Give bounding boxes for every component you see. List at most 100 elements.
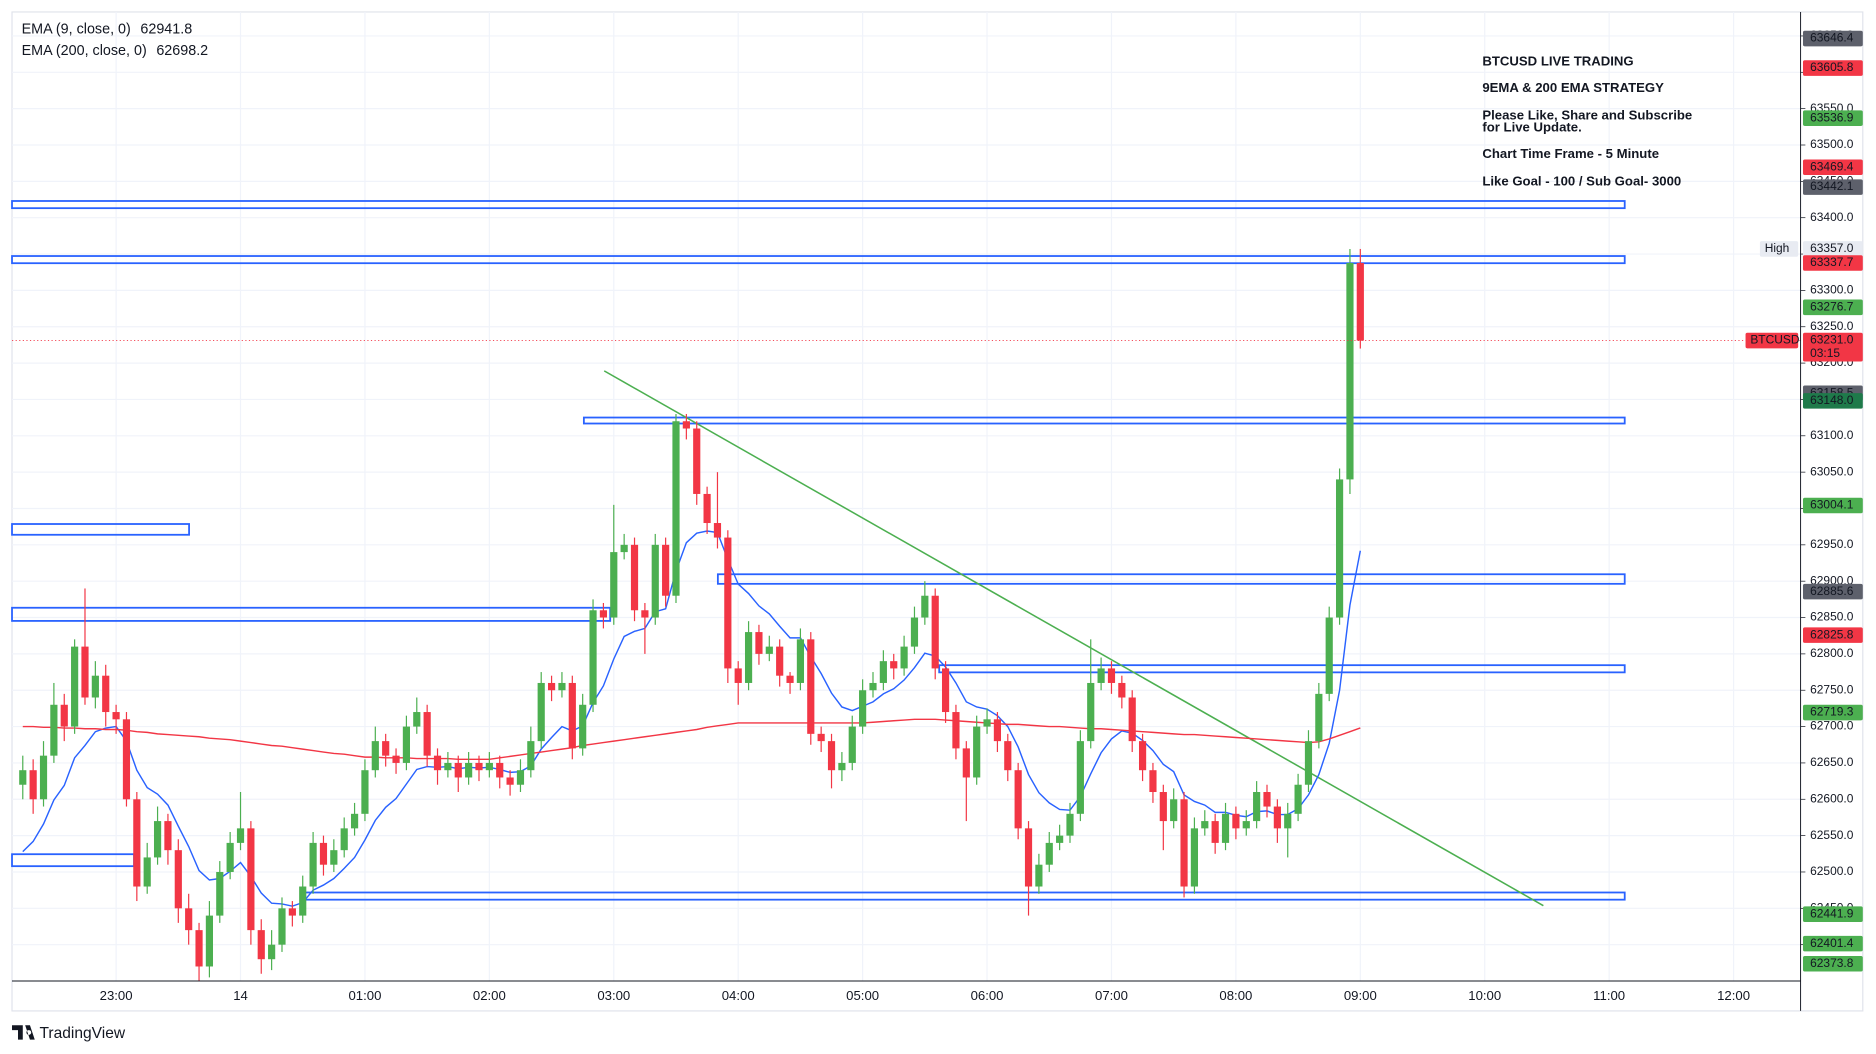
- price-tag-label: 62825.8: [1810, 627, 1854, 641]
- candle-body: [1138, 741, 1147, 771]
- price-tag-label: 63337.7: [1810, 255, 1854, 269]
- x-tick-label: 11:00: [1593, 988, 1625, 1003]
- price-tag: [1802, 299, 1863, 316]
- candle-body: [786, 675, 794, 683]
- candle-body: [776, 646, 784, 676]
- candle-body: [1159, 792, 1167, 822]
- candle-body: [91, 675, 99, 698]
- candle-body: [340, 828, 348, 851]
- zone: [11, 255, 1626, 265]
- candle-body: [527, 741, 535, 771]
- candle-body: [60, 704, 68, 727]
- candle-body: [1180, 799, 1188, 887]
- plot: [12, 248, 1801, 982]
- price-tag: [1802, 110, 1863, 126]
- candle-body: [1087, 682, 1095, 742]
- price-tag-label: 63357.0: [1810, 241, 1854, 255]
- candle-body: [1284, 813, 1292, 829]
- candle-body: [682, 421, 690, 429]
- candle-body: [122, 719, 131, 800]
- candle-body: [1242, 821, 1250, 829]
- candle-body: [1004, 741, 1012, 771]
- trend-line: [603, 370, 1544, 907]
- price-tag: [1802, 60, 1863, 76]
- candle-body: [1263, 792, 1271, 807]
- candle-body: [433, 755, 442, 771]
- candle-body: [309, 842, 317, 887]
- candle-body: [382, 741, 390, 756]
- candle-body: [993, 719, 1002, 742]
- ema-line: [22, 718, 1361, 761]
- candle-body: [1201, 821, 1209, 829]
- x-tick-label: 06:00: [971, 988, 1004, 1003]
- price-tag-name-box: [1759, 241, 1799, 257]
- candle-body: [983, 719, 991, 727]
- price-tag-label: 62441.9: [1810, 906, 1854, 920]
- annotation: Chart Time Frame - 5 Minute: [1482, 146, 1659, 161]
- candle-body: [226, 842, 234, 872]
- candle-body: [1211, 821, 1219, 843]
- candle-body: [962, 748, 970, 778]
- candle-body: [879, 661, 887, 683]
- candle-body: [1315, 693, 1323, 742]
- zone: [938, 664, 1626, 674]
- candle-body: [931, 595, 939, 669]
- candle-body: [1118, 682, 1126, 698]
- candle-body: [921, 595, 929, 618]
- price-tag-label: 63646.4: [1810, 31, 1854, 45]
- ema-line: [22, 530, 1362, 907]
- candle-body: [423, 712, 431, 756]
- candle-body: [102, 675, 110, 713]
- candle-body: [703, 493, 711, 524]
- candle-body: [29, 770, 37, 800]
- candle-body: [1056, 835, 1064, 843]
- y-tick-label: 63500.0: [1810, 137, 1854, 151]
- candle-body: [941, 668, 950, 713]
- x-tick-label: 14: [233, 988, 248, 1003]
- price-tag-label: 63469.4: [1810, 159, 1854, 173]
- annotation: Please Like, Share and Subscribe: [1482, 108, 1692, 123]
- y-tick-label: 63250.0: [1810, 319, 1854, 333]
- price-tag: [1802, 955, 1863, 972]
- x-tick-label: 23:00: [100, 988, 133, 1003]
- grid: [12, 11, 1801, 982]
- candle-body: [848, 726, 856, 763]
- candle-body: [662, 544, 670, 596]
- candle-body: [319, 842, 328, 865]
- candle-body: [755, 632, 763, 654]
- price-tag: [1802, 906, 1863, 922]
- y-tick-label: 62550.0: [1810, 828, 1854, 842]
- candle-body: [1335, 479, 1344, 618]
- x-tick-label: 03:00: [597, 988, 630, 1003]
- candle-body: [164, 821, 172, 851]
- y-tick-label: 63050.0: [1810, 464, 1854, 478]
- price-tag-name: BTCUSD: [1750, 333, 1800, 347]
- legend-label: EMA (9, close, 0): [22, 22, 131, 38]
- candle-body: [465, 762, 473, 778]
- y-tick-label: 62500.0: [1810, 864, 1854, 878]
- candle-body: [817, 733, 825, 742]
- candle-body: [350, 813, 359, 829]
- candle-body: [185, 908, 193, 931]
- annotations: BTCUSD LIVE TRADING 9EMA & 200 EMA STRATE…: [1482, 54, 1692, 189]
- price-tag: [1802, 497, 1863, 514]
- price-tag: [1802, 159, 1863, 176]
- y-tick-label: 63100.0: [1810, 428, 1854, 442]
- price-tag: [1802, 179, 1863, 195]
- candle-body: [838, 762, 846, 771]
- candle-body: [195, 930, 203, 967]
- candle-body: [547, 682, 556, 691]
- candle-body: [1170, 799, 1178, 822]
- price-tag: [1802, 241, 1863, 257]
- price-tag-label: 63004.1: [1810, 498, 1854, 512]
- candle-body: [205, 915, 214, 967]
- candle-body: [973, 726, 981, 778]
- candle-body: [81, 646, 89, 698]
- x-tick-label: 05:00: [846, 988, 879, 1003]
- brand-logo: [12, 1025, 35, 1040]
- candle-body: [444, 762, 452, 771]
- candle-body: [807, 639, 815, 734]
- candle-body: [599, 610, 608, 618]
- annotation: Like Goal - 100 / Sub Goal- 3000: [1482, 173, 1681, 188]
